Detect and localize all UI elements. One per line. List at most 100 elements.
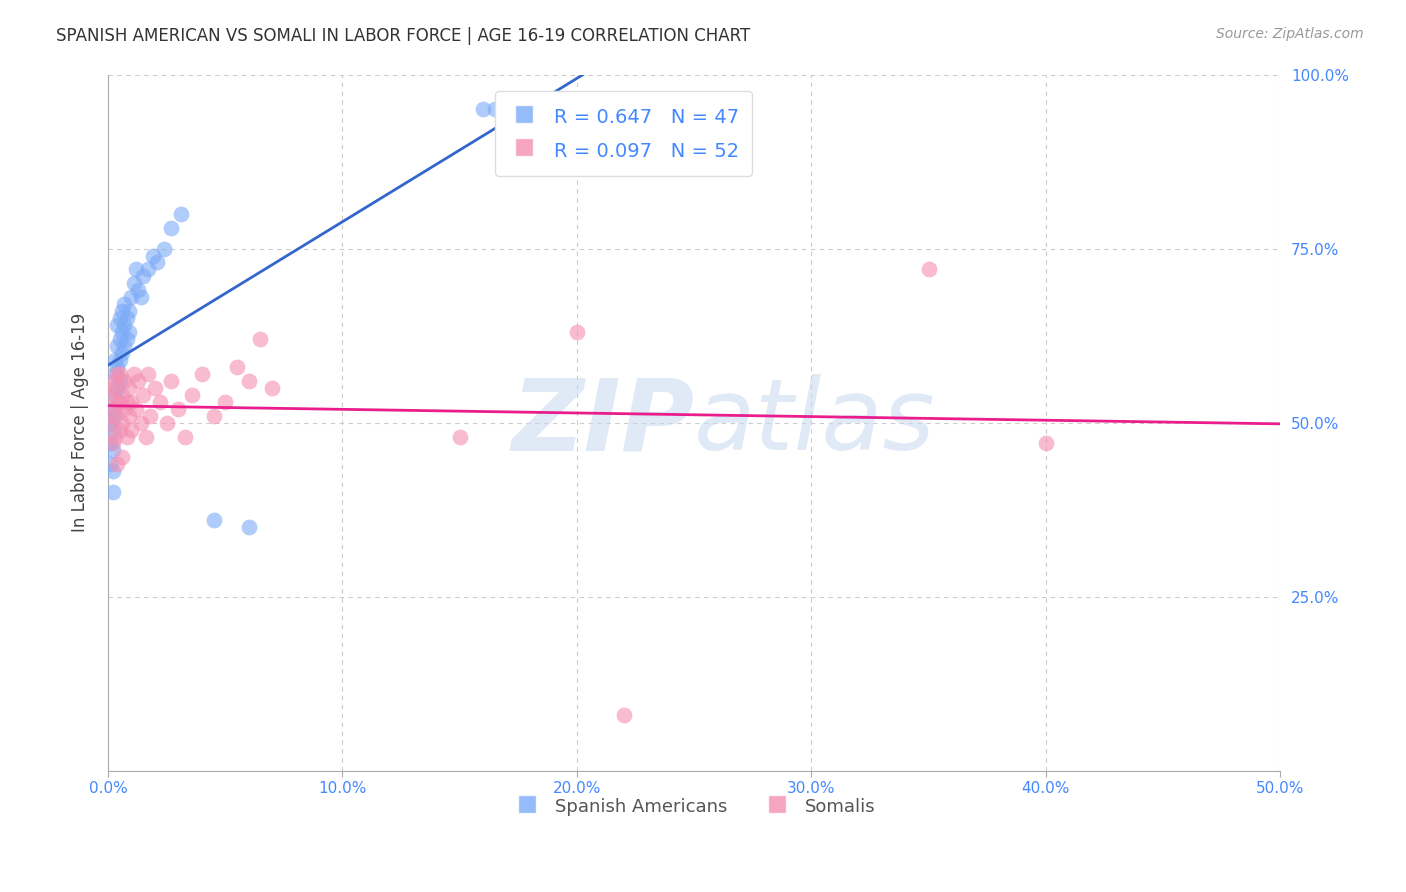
Point (105, 318, 128, 333)
Point (101, 464, 124, 478)
Point (127, 283, 149, 297)
Point (148, 394, 170, 409)
Point (111, 450, 134, 465)
Point (98, 436, 121, 450)
Point (104, 353, 127, 368)
Point (111, 416, 134, 430)
Point (127, 374, 149, 388)
Point (108, 423, 131, 437)
Point (155, 416, 177, 430)
Point (98, 416, 121, 430)
Point (160, 220, 183, 235)
Text: SPANISH AMERICAN VS SOMALI IN LABOR FORCE | AGE 16-19 CORRELATION CHART: SPANISH AMERICAN VS SOMALI IN LABOR FORC… (56, 27, 751, 45)
Point (122, 367, 145, 381)
Point (115, 429, 138, 443)
Point (101, 485, 124, 500)
Point (122, 277, 145, 291)
Point (104, 367, 127, 381)
Y-axis label: In Labor Force | Age 16-19: In Labor Force | Age 16-19 (72, 313, 89, 533)
Point (125, 401, 148, 416)
Point (111, 388, 134, 402)
Point (214, 394, 236, 409)
Point (104, 409, 127, 423)
Point (111, 304, 134, 318)
Point (104, 401, 127, 416)
Point (249, 332, 271, 346)
Point (98, 388, 121, 402)
Point (111, 325, 134, 339)
Point (495, 116, 517, 130)
Point (134, 429, 156, 443)
Point (613, 708, 636, 723)
Point (120, 290, 142, 304)
Point (105, 367, 128, 381)
Point (104, 388, 127, 402)
Point (143, 381, 166, 395)
Point (111, 346, 134, 360)
Point (153, 242, 176, 256)
Point (101, 409, 124, 423)
Point (118, 304, 141, 318)
Point (104, 429, 127, 443)
Point (136, 262, 159, 277)
Point (129, 290, 152, 304)
Point (170, 207, 193, 221)
Point (449, 429, 471, 443)
Point (108, 374, 131, 388)
Point (226, 359, 249, 374)
Point (160, 374, 183, 388)
Point (238, 374, 260, 388)
Point (191, 367, 214, 381)
Text: atlas: atlas (695, 374, 936, 471)
Point (120, 394, 142, 409)
Point (118, 325, 141, 339)
Point (118, 381, 141, 395)
Point (108, 332, 131, 346)
Point (125, 262, 148, 277)
Point (202, 409, 225, 423)
Point (101, 436, 124, 450)
Text: ZIP: ZIP (512, 374, 695, 471)
Point (98, 458, 121, 472)
Point (146, 255, 169, 269)
Point (118, 409, 141, 423)
Point (101, 381, 124, 395)
Point (484, 103, 506, 117)
Point (181, 388, 204, 402)
Point (139, 409, 162, 423)
Point (112, 318, 135, 333)
Point (105, 381, 128, 395)
Point (141, 248, 163, 262)
Point (115, 332, 138, 346)
Point (472, 103, 495, 117)
Point (918, 262, 941, 277)
Point (101, 423, 124, 437)
Point (101, 401, 124, 416)
Point (112, 374, 135, 388)
Point (136, 367, 159, 381)
Point (115, 311, 138, 326)
Point (129, 416, 152, 430)
Point (112, 401, 135, 416)
Point (112, 297, 135, 311)
Point (108, 394, 131, 409)
Point (108, 353, 131, 368)
Point (108, 367, 131, 381)
Point (112, 339, 135, 353)
Point (202, 513, 225, 527)
Point (104, 374, 127, 388)
Point (174, 429, 197, 443)
Legend: Spanish Americans, Somalis: Spanish Americans, Somalis (506, 788, 883, 824)
Point (565, 325, 588, 339)
Point (238, 520, 260, 534)
Point (262, 381, 284, 395)
Point (105, 458, 128, 472)
Point (108, 311, 131, 326)
Point (105, 359, 128, 374)
Point (120, 423, 142, 437)
Point (101, 443, 124, 458)
Point (167, 401, 190, 416)
Point (1035, 436, 1057, 450)
Point (115, 394, 138, 409)
Text: Source: ZipAtlas.com: Source: ZipAtlas.com (1216, 27, 1364, 41)
